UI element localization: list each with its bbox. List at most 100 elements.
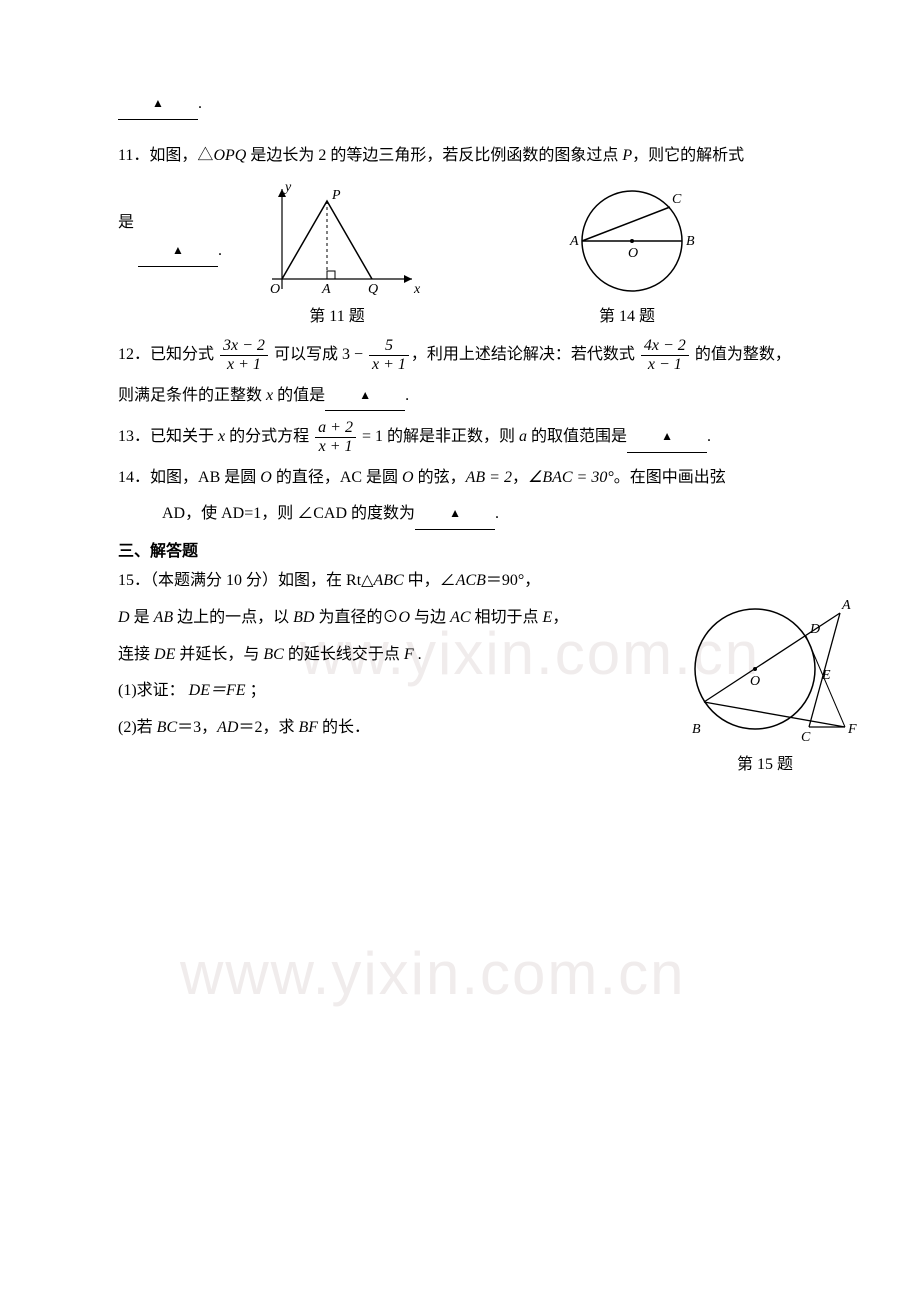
q11-d: 是: [118, 214, 134, 231]
q15-l2e: BD: [293, 609, 314, 626]
q12: 12．已知分式 3x − 2x + 1 可以写成 3 − 5x + 1，利用上述…: [118, 337, 860, 373]
fig15-D: D: [809, 622, 820, 637]
q13-c: 的解是非正数，则: [383, 428, 519, 445]
fig15-B: B: [692, 722, 701, 737]
q15-b: 中，∠: [404, 572, 456, 589]
q11-opq: OPQ: [213, 147, 246, 164]
q11-row2: 是 . y x O A Q P: [118, 179, 860, 332]
q11: 11．如图，△OPQ 是边长为 2 的等边三角形，若反比例函数的图象过点 P，则…: [118, 142, 860, 171]
q14-abeq: AB = 2: [466, 469, 512, 486]
q13-period: .: [707, 428, 711, 445]
q14-num: 14．: [118, 469, 150, 486]
q15-row: 15．（本题满分 10 分）如图，在 Rt△ABC 中，∠ACB＝90°， D …: [118, 567, 860, 780]
figure-15: A B C D E F O 第 15 题: [670, 567, 860, 780]
figure-14: A B C O 第 14 题: [542, 179, 712, 332]
q13-frac: a + 2x + 1: [313, 419, 358, 455]
q12-mid3: 的值为整数，: [691, 346, 791, 363]
q15-p1c: ；: [246, 682, 266, 699]
q15-acb: ACB: [456, 572, 486, 589]
q15-l2a: D: [118, 609, 130, 626]
q14-a: 如图，AB 是圆: [150, 469, 260, 486]
fig11-P: P: [331, 188, 341, 203]
q15-l2h: 与边: [410, 609, 450, 626]
q15-num: 15．: [118, 572, 150, 589]
fig15-O: O: [750, 674, 760, 689]
q11-b: 是边长为 2 的等边三角形，若反比例函数的图象过点: [246, 147, 622, 164]
blank-q11: [138, 237, 218, 267]
q14-b: 的直径，AC 是圆: [272, 469, 402, 486]
fig14-C: C: [672, 192, 682, 207]
fig11-Q: Q: [368, 282, 378, 297]
q15-p2f: BF: [298, 719, 318, 736]
q15-l3c: 并延长，与: [175, 646, 263, 663]
q13-avar: a: [519, 428, 527, 445]
q14-O2: O: [402, 469, 414, 486]
q15-l3e: 的延长线交于点: [284, 646, 404, 663]
figure-11: y x O A Q P 第 11 题: [252, 179, 422, 332]
q15: 15．（本题满分 10 分）如图，在 Rt△ABC 中，∠ACB＝90°，: [118, 567, 640, 596]
blank-q12: [325, 382, 405, 412]
q15-l2l: ，: [552, 609, 568, 626]
q12-frac2: 5x + 1: [367, 337, 411, 373]
q15-l2d: 边上的一点，以: [173, 609, 293, 626]
q10-tail: .: [118, 90, 860, 120]
q13-b: 的分式方程: [225, 428, 313, 445]
q12-expr: 3 −: [342, 346, 363, 363]
fig15-A: A: [841, 598, 851, 613]
q11-period: .: [218, 242, 222, 259]
q13-num: 13．: [118, 428, 150, 445]
q12-mid2: ，利用上述结论解决：若代数式: [411, 346, 639, 363]
q15-p2a: (2)若: [118, 719, 157, 736]
q15-l3b: DE: [154, 646, 175, 663]
q15-l2i: AC: [450, 609, 470, 626]
q15-abc: ABC: [373, 572, 403, 589]
q11-p: P: [622, 147, 632, 164]
q15-l2g: O: [398, 609, 410, 626]
fig11-x: x: [413, 282, 421, 297]
q11-a: 如图，△: [149, 147, 213, 164]
q15-p2: (2)若 BC＝3，AD＝2，求 BF 的长．: [118, 714, 640, 743]
q15-p2d: AD: [217, 719, 238, 736]
fig11-caption: 第 11 题: [309, 303, 364, 332]
q14-comma: ，: [512, 469, 528, 486]
q15-l2k: E: [543, 609, 553, 626]
q15-a: （本题满分 10 分）如图，在 Rt△: [150, 572, 373, 589]
q13-a: 已知关于: [150, 428, 218, 445]
q12-frac1: 3x − 2x + 1: [218, 337, 270, 373]
q13-d: 的取值范围是: [527, 428, 627, 445]
fig15-C: C: [801, 730, 811, 745]
q15-p2e: ＝2，求: [238, 719, 298, 736]
q14-period: .: [495, 505, 499, 522]
q15-l3f: F: [404, 646, 414, 663]
q14-c: 的弦，: [414, 469, 466, 486]
q15-p1: (1)求证： DE＝FE ；: [118, 677, 640, 706]
fig15-F: F: [847, 722, 857, 737]
q15-p1b: DE＝FE: [189, 682, 246, 699]
blank-q14: [415, 500, 495, 530]
q11-num: 11．: [118, 147, 149, 164]
q13: 13．已知关于 x 的分式方程 a + 2x + 1 = 1 的解是非正数，则 …: [118, 419, 860, 455]
fig14-O: O: [628, 246, 638, 261]
q10-period: .: [198, 95, 202, 112]
blank-q13: [627, 423, 707, 453]
fig15-E: E: [821, 668, 831, 683]
q15-l3d: BC: [263, 646, 283, 663]
q15-l2f: 为直径的⊙: [314, 609, 398, 626]
watermark-2: www.yixin.com.cn: [180, 920, 685, 1028]
q15-l2: D 是 AB 边上的一点，以 BD 为直径的⊙O 与边 AC 相切于点 E，: [118, 604, 640, 633]
fig15-caption: 第 15 题: [737, 751, 793, 780]
q12-frac3: 4x − 2x − 1: [639, 337, 691, 373]
q14: 14．如图，AB 是圆 O 的直径，AC 是圆 O 的弦，AB = 2，∠BAC…: [118, 464, 860, 493]
q15-l3a: 连接: [118, 646, 154, 663]
q11-c: ，则它的解析式: [632, 147, 744, 164]
q14-l2: AD，使 AD=1，则 ∠CAD 的度数为: [162, 505, 415, 522]
fig11-A: A: [321, 282, 331, 297]
q12-period: .: [405, 387, 409, 404]
q15-l2c: AB: [154, 609, 174, 626]
q15-p2c: ＝3，: [177, 719, 217, 736]
section-3-title: 三、解答题: [118, 538, 860, 567]
fig14-B: B: [686, 234, 695, 249]
q12-pre: 已知分式: [150, 346, 218, 363]
q15-l3: 连接 DE 并延长，与 BC 的延长线交于点 F .: [118, 641, 640, 670]
q15-p1a: (1)求证：: [118, 682, 189, 699]
